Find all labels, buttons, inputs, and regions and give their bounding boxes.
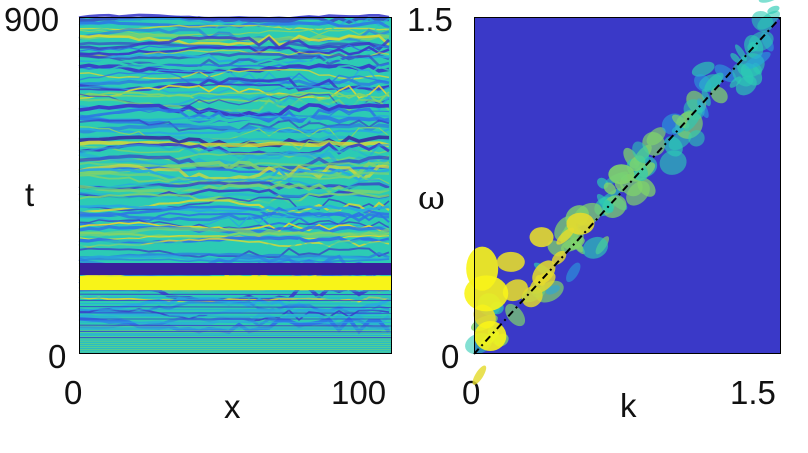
left-xtick-right: 100 — [331, 374, 387, 411]
left-stripe — [78, 164, 390, 181]
left-stripe — [78, 102, 390, 118]
right-energy-blob — [646, 127, 666, 146]
right-energy-blob — [521, 286, 543, 308]
left-stripe — [78, 91, 390, 99]
left-stripe — [78, 204, 390, 213]
left-heatmap-chart — [78, 13, 393, 354]
right-energy-blob — [744, 51, 771, 70]
left-stripe — [78, 149, 390, 160]
right-energy-blob — [729, 76, 742, 88]
left-stripe — [78, 235, 390, 245]
left-stripe — [78, 84, 390, 100]
left-ytick-bottom: 0 — [48, 338, 67, 375]
left-stripe — [78, 63, 390, 74]
right-energy-core — [608, 164, 635, 185]
right-energy-blob — [710, 86, 728, 104]
left-stripe — [78, 34, 390, 47]
right-energy-blob — [502, 279, 528, 302]
right-energy-blob — [632, 141, 650, 163]
left-xlabel: x — [224, 388, 241, 425]
left-field-group — [78, 13, 393, 354]
left-stripe — [78, 171, 390, 184]
left-fine-stripe — [78, 306, 393, 308]
right-energy-blob — [672, 114, 690, 129]
right-energy-blob — [637, 177, 656, 197]
left-stripe — [78, 219, 390, 230]
left-stripe — [78, 211, 390, 223]
right-heatmap-chart — [464, 0, 785, 385]
right-ytick-top: 1.5 — [407, 1, 453, 38]
right-energy-blob — [688, 130, 705, 147]
right-energy-blob — [659, 150, 687, 175]
right-energy-core — [464, 275, 509, 312]
left-dark-band — [79, 263, 392, 276]
right-energy-blob — [596, 193, 613, 213]
left-fine-stripe — [78, 296, 393, 299]
left-stripe — [78, 91, 390, 104]
left-fine-stripe — [78, 333, 393, 336]
left-stripe — [78, 57, 390, 71]
right-xtick-right: 1.5 — [730, 374, 776, 411]
right-dispersion-line — [473, 16, 782, 355]
left-frame — [79, 17, 392, 354]
right-energy-blob — [684, 107, 703, 132]
right-energy-blob — [691, 61, 715, 77]
right-energy-core — [529, 227, 554, 248]
right-energy-blob — [697, 98, 709, 119]
left-stripe — [78, 45, 390, 56]
right-energy-group — [464, 0, 785, 385]
left-stripe — [78, 181, 390, 191]
left-stripe — [78, 77, 390, 87]
right-energy-blob — [582, 236, 609, 259]
left-stripe — [78, 28, 390, 36]
left-stripe — [78, 192, 390, 205]
left-stripe — [78, 127, 390, 135]
left-stripe — [78, 52, 390, 61]
right-ytick-bottom: 0 — [441, 338, 460, 375]
right-energy-blob — [748, 31, 774, 52]
right-energy-blob — [556, 227, 575, 245]
right-energy-blob — [603, 182, 616, 195]
right-energy-blob — [532, 260, 556, 285]
right-energy-blob — [758, 0, 785, 3]
right-xlabel: k — [620, 387, 637, 424]
right-energy-core — [474, 321, 507, 352]
left-stripe — [78, 140, 390, 154]
right-ylabel: ω — [418, 178, 445, 217]
left-stripe — [78, 196, 390, 212]
right-energy-blob — [757, 10, 781, 30]
left-stripe — [78, 247, 390, 259]
left-stripe — [78, 182, 390, 194]
left-stripe — [78, 231, 390, 238]
right-energy-blob — [767, 5, 780, 14]
right-energy-blob — [505, 303, 526, 327]
right-energy-blob — [704, 72, 724, 93]
right-frame — [474, 17, 781, 354]
right-energy-blob — [566, 262, 581, 283]
left-stripe — [78, 123, 390, 134]
left-stripe — [78, 238, 390, 251]
right-energy-blob — [472, 365, 487, 385]
left-fine-stripe — [78, 315, 393, 318]
right-energy-core — [496, 251, 525, 272]
right-energy-blob — [730, 53, 741, 63]
left-xtick-left: 0 — [64, 374, 83, 411]
left-ytick-top: 900 — [4, 1, 60, 38]
left-stripe — [78, 15, 390, 25]
right-energy-blob — [551, 250, 567, 265]
left-ylabel: t — [25, 176, 35, 213]
left-stripe — [78, 114, 390, 122]
right-energy-blob — [714, 64, 737, 83]
left-bright-band — [79, 276, 392, 291]
right-energy-core — [566, 212, 595, 235]
right-energy-blob — [614, 181, 625, 193]
left-fine-stripe — [78, 324, 393, 327]
right-energy-blob — [545, 285, 560, 295]
left-stripe — [78, 35, 390, 51]
